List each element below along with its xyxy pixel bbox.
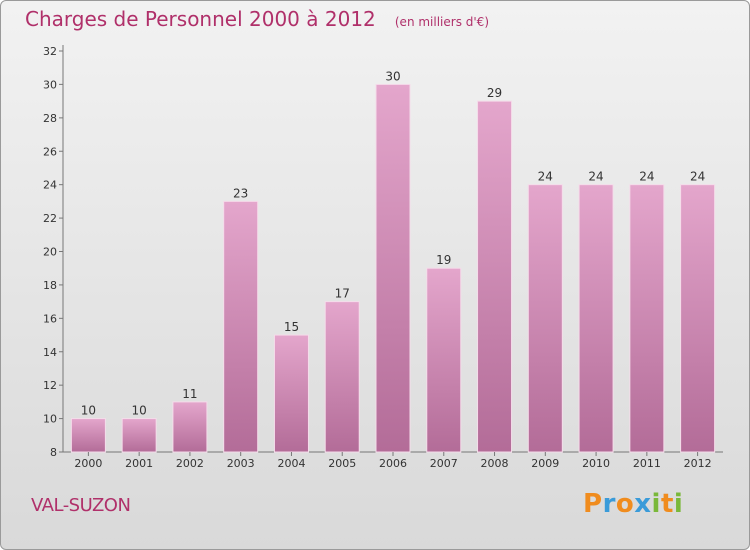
bar-value-label: 24 <box>639 170 654 184</box>
x-tick-label: 2009 <box>531 457 559 470</box>
bar <box>324 301 360 453</box>
x-tick-label: 2003 <box>227 457 255 470</box>
y-tick-label: 14 <box>43 346 57 359</box>
bar-value-label: 19 <box>436 253 451 267</box>
y-tick-label: 8 <box>50 446 57 459</box>
chart-title: Charges de Personnel 2000 à 2012 <box>25 7 376 31</box>
y-tick-label: 24 <box>43 179 57 192</box>
y-tick-label: 26 <box>43 145 57 158</box>
x-tick-label: 2002 <box>176 457 204 470</box>
bar-value-label: 11 <box>182 387 197 401</box>
bar <box>223 200 259 453</box>
bar-value-label: 24 <box>538 170 553 184</box>
bar-value-label: 24 <box>588 170 603 184</box>
bar-chart: 8 10 12 14 16 18 20 22 24 26 28 30 32 10 2000 10 2001 11 2… <box>43 45 723 470</box>
y-tick-label: 12 <box>43 379 57 392</box>
bar <box>578 184 614 453</box>
x-tick-label: 2004 <box>277 457 305 470</box>
bar <box>172 401 208 453</box>
bar <box>680 184 716 453</box>
brand-letter: i <box>673 489 684 519</box>
proxiti-logo: Proxiti <box>583 489 683 519</box>
bar <box>527 184 563 453</box>
brand-letter: x <box>634 489 652 519</box>
x-tick-label: 2006 <box>379 457 407 470</box>
bar <box>629 184 665 453</box>
bar-value-label: 10 <box>81 404 96 418</box>
y-tick-label: 16 <box>43 312 57 325</box>
x-tick-label: 2007 <box>430 457 458 470</box>
x-tick-label: 2011 <box>633 457 661 470</box>
bar-value-label: 17 <box>335 287 350 301</box>
bar-value-label: 30 <box>385 69 400 83</box>
y-tick-label: 20 <box>43 246 57 259</box>
x-tick-label: 2000 <box>74 457 102 470</box>
brand-letter: o <box>615 489 635 519</box>
bar-value-label: 15 <box>284 320 299 334</box>
y-tick-label: 18 <box>43 279 57 292</box>
brand-letter: P <box>583 489 603 519</box>
y-tick-label: 22 <box>43 212 57 225</box>
y-tick-label: 28 <box>43 112 57 125</box>
brand-letter: i <box>651 489 661 519</box>
bar-value-label: 10 <box>132 404 147 418</box>
y-tick-label: 30 <box>43 78 57 91</box>
y-tick-label: 32 <box>43 45 57 58</box>
bar <box>375 83 411 453</box>
y-tick-label: 10 <box>43 413 57 426</box>
chart-subtitle: (en milliers d'€) <box>394 15 489 29</box>
bar <box>70 418 106 453</box>
bar <box>477 100 513 453</box>
x-tick-label: 2005 <box>328 457 356 470</box>
x-tick-label: 2010 <box>582 457 610 470</box>
x-tick-label: 2008 <box>481 457 509 470</box>
x-tick-label: 2012 <box>684 457 712 470</box>
bar-value-label: 24 <box>690 170 705 184</box>
commune-name: VAL-SUZON <box>31 495 131 516</box>
bar-value-label: 23 <box>233 186 248 200</box>
brand-letter: t <box>660 489 674 519</box>
bar <box>121 418 157 453</box>
title-row: Charges de Personnel 2000 à 2012 (en mil… <box>25 7 489 31</box>
brand-letter: r <box>602 489 616 519</box>
bar <box>273 334 309 453</box>
x-tick-label: 2001 <box>125 457 153 470</box>
bar <box>426 267 462 453</box>
bar-value-label: 29 <box>487 86 502 100</box>
